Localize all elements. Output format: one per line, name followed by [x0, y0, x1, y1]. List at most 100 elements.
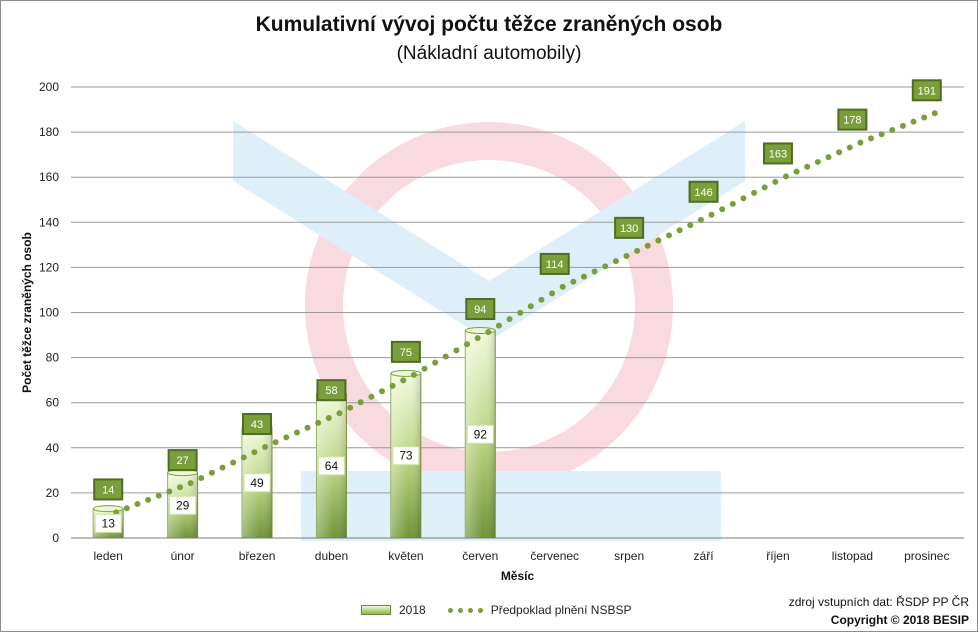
target-dot	[400, 377, 407, 384]
bar-value-label: 73	[399, 449, 413, 463]
bar-value-label: 64	[325, 459, 339, 473]
target-dot	[751, 189, 758, 196]
y-tick-label: 200	[39, 80, 59, 94]
target-dot	[666, 232, 673, 239]
target-value-label: 114	[546, 259, 564, 271]
target-value-box	[614, 216, 645, 239]
target-dot	[336, 410, 343, 417]
target-dot	[708, 211, 715, 218]
target-dot	[155, 492, 162, 499]
target-value-box	[167, 449, 198, 472]
target-dot	[931, 110, 938, 117]
target-value-box	[911, 79, 942, 102]
target-dot	[325, 415, 332, 422]
x-axis-ticks: leden únor březen duben květen červen červenec…	[94, 549, 950, 563]
target-value-box	[242, 413, 273, 436]
target-dot	[782, 173, 789, 180]
target-dot	[740, 195, 747, 202]
x-tick-label: říjen	[766, 549, 789, 563]
target-value-label: 43	[251, 419, 263, 431]
x-tick-label: červen	[462, 549, 498, 563]
target-dot	[378, 388, 385, 395]
target-dot	[697, 216, 704, 223]
bar-value-box	[466, 424, 494, 444]
target-dot	[804, 163, 811, 170]
target-dot	[347, 404, 354, 411]
chart-subtitle: (Nákladní automobily)	[396, 43, 582, 64]
target-dot	[145, 496, 152, 503]
target-value-box	[390, 340, 421, 363]
y-tick-label: 80	[46, 351, 60, 365]
chart-title: Kumulativní vývoj počtu těžce zraněných …	[255, 13, 723, 36]
target-dot	[198, 474, 205, 481]
bar-value-label: 13	[102, 516, 116, 530]
target-dot	[676, 227, 683, 234]
target-value-label: 163	[769, 148, 787, 160]
target-value-box	[688, 180, 719, 203]
target-dot	[517, 309, 524, 316]
target-value-label: 146	[694, 187, 712, 199]
y-tick-label: 180	[39, 125, 59, 139]
x-tick-label: srpen	[614, 549, 644, 563]
target-dot	[251, 449, 258, 456]
y-tick-label: 100	[39, 306, 59, 320]
target-dot	[432, 359, 439, 366]
target-value-box	[837, 108, 868, 131]
target-dot	[442, 353, 449, 360]
data-labels: 13 29 49 64 73 92 14 27 43 58 75 94 114 130 146 163 178 1…	[93, 79, 942, 533]
x-tick-label: září	[694, 549, 715, 563]
legend-bar-swatch	[361, 605, 391, 615]
target-dot	[719, 206, 726, 213]
target-dot	[836, 149, 843, 156]
target-dot	[485, 329, 492, 336]
target-dot	[315, 419, 322, 426]
target-dot	[283, 434, 290, 441]
target-dot	[868, 135, 875, 142]
target-dot	[240, 454, 247, 461]
target-dot	[899, 122, 906, 129]
target-dot	[389, 382, 396, 389]
target-dot	[655, 237, 662, 244]
target-dot	[623, 253, 630, 260]
target-value-label: 14	[102, 484, 114, 496]
target-dot	[612, 258, 619, 265]
target-dot	[304, 424, 311, 431]
target-dot	[219, 464, 226, 471]
target-dot	[570, 278, 577, 285]
target-dot	[910, 118, 917, 125]
target-dot	[187, 480, 194, 487]
bar-value-box	[317, 456, 345, 476]
y-tick-label: 140	[39, 215, 59, 229]
x-tick-label: prosinec	[904, 549, 949, 563]
target-dot	[410, 371, 417, 378]
y-tick-label: 40	[46, 441, 60, 455]
copyright-text: Copyright © 2018 BESIP	[830, 613, 969, 627]
x-axis-title: Měsíc	[501, 569, 535, 583]
target-value-label: 191	[918, 85, 936, 97]
target-dot	[527, 303, 534, 310]
y-tick-label: 160	[39, 170, 59, 184]
target-dot	[166, 488, 173, 495]
target-dot	[889, 127, 896, 134]
target-dot	[421, 365, 428, 372]
target-value-label: 58	[325, 385, 337, 397]
target-dot	[176, 484, 183, 491]
target-value-box	[762, 142, 793, 165]
y-tick-label: 120	[39, 260, 59, 274]
target-value-box	[316, 379, 347, 402]
target-dot	[134, 501, 141, 508]
target-dot	[272, 439, 279, 446]
target-value-box	[465, 298, 496, 321]
x-tick-label: květen	[388, 549, 423, 563]
target-value-box	[539, 252, 570, 275]
target-dot	[761, 184, 768, 191]
target-dot	[357, 399, 364, 406]
x-tick-label: listopad	[832, 549, 873, 563]
target-value-label: 130	[620, 223, 638, 235]
x-tick-label: leden	[94, 549, 123, 563]
y-tick-label: 20	[46, 486, 60, 500]
target-dot	[814, 158, 821, 165]
target-dot	[857, 139, 864, 146]
